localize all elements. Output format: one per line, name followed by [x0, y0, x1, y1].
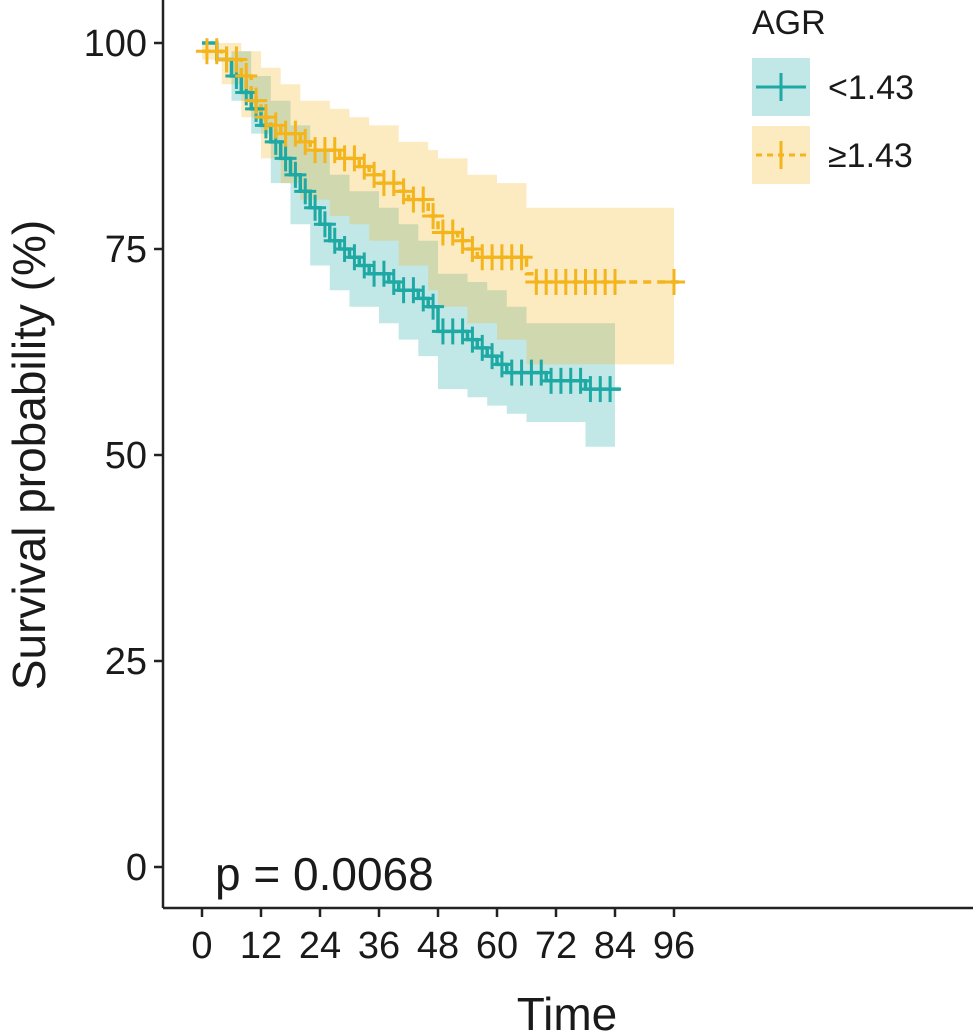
- censor-mark-0-10: [313, 211, 336, 238]
- tick-labels: 0 25 50 75 100 0 12 24 36 48 60 72 84 96: [84, 23, 696, 967]
- p-value-annotation: p = 0.0068: [215, 848, 434, 900]
- x-tick-label-0: 0: [191, 925, 212, 967]
- x-tick-label-1: 12: [240, 925, 282, 967]
- censor-mark-0-39: [599, 376, 622, 403]
- censor-mark-1-32: [510, 244, 533, 271]
- censor-mark-0-21: [422, 293, 445, 320]
- legend-items: <1.43 ≥1.43: [752, 58, 914, 184]
- x-tick-label-8: 96: [653, 925, 695, 967]
- censor-mark-1-42: [663, 268, 685, 295]
- censor-mark-1-5: [245, 87, 268, 114]
- axes: [154, 0, 973, 917]
- censor-mark-1-4: [235, 62, 258, 89]
- censor-mark-0-6: [274, 145, 297, 172]
- censor-mark-1-22: [412, 186, 435, 213]
- censor-mark-1-41: [604, 268, 626, 295]
- censor-mark-1-3: [225, 46, 248, 73]
- x-axis-title: Time: [517, 988, 618, 1033]
- censor-mark-0-8: [294, 178, 317, 205]
- censor-mark-1-23: [422, 203, 445, 230]
- legend-item-0: <1.43: [752, 58, 914, 116]
- censor-mark-0-7: [284, 161, 307, 188]
- censor-marks: [195, 38, 685, 403]
- confidence-bands: [202, 43, 674, 447]
- x-tick-label-6: 72: [535, 925, 577, 967]
- legend-label-1: ≥1.43: [828, 137, 913, 175]
- y-tick-label-0: 0: [126, 847, 147, 889]
- y-tick-label-4: 100: [84, 23, 147, 65]
- legend-item-1: ≥1.43: [752, 126, 913, 184]
- legend-title: AGR: [752, 4, 826, 42]
- legend: AGR <1.43 ≥1.43: [752, 4, 914, 184]
- y-tick-label-2: 50: [105, 435, 147, 477]
- y-tick-label-3: 75: [105, 229, 147, 271]
- x-tick-label-4: 48: [417, 925, 459, 967]
- x-tick-label-5: 60: [476, 925, 518, 967]
- x-tick-label-3: 36: [358, 925, 400, 967]
- censor-mark-0-9: [304, 194, 327, 221]
- x-tick-label-7: 84: [594, 925, 636, 967]
- y-axis-title: Survival probability (%): [3, 220, 55, 690]
- y-tick-label-1: 25: [105, 641, 147, 683]
- legend-label-0: <1.43: [828, 69, 914, 107]
- x-tick-label-2: 24: [299, 925, 341, 967]
